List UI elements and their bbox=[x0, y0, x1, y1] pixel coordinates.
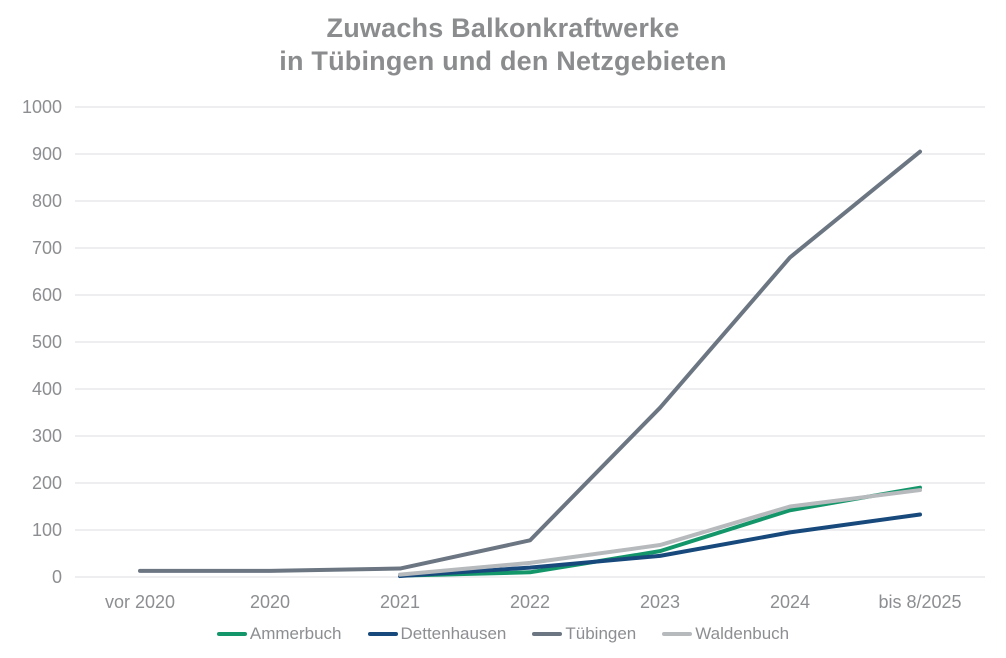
x-axis-tick-label: 2021 bbox=[380, 592, 420, 612]
x-axis-tick-label: bis 8/2025 bbox=[878, 592, 961, 612]
y-axis-tick-label: 0 bbox=[52, 567, 62, 587]
y-axis-tick-label: 800 bbox=[32, 191, 62, 211]
series-line-dettenhausen bbox=[398, 512, 922, 579]
x-axis-tick-label: 2022 bbox=[510, 592, 550, 612]
legend-item-waldenbuch: Waldenbuch bbox=[662, 624, 789, 644]
y-axis-tick-label: 400 bbox=[32, 379, 62, 399]
y-axis-tick-label: 500 bbox=[32, 332, 62, 352]
legend-item-dettenhausen: Dettenhausen bbox=[367, 624, 507, 644]
y-axis-tick-label: 900 bbox=[32, 144, 62, 164]
x-axis-tick-label: 2020 bbox=[250, 592, 290, 612]
chart-title-line1: Zuwachs Balkonkraftwerke bbox=[326, 13, 680, 43]
legend-swatch-icon bbox=[662, 632, 693, 636]
legend-swatch-icon bbox=[532, 632, 563, 636]
x-axis-tick-label: 2024 bbox=[770, 592, 810, 612]
legend-item-ammerbuch: Ammerbuch bbox=[216, 624, 342, 644]
x-axis-tick-label: 2023 bbox=[640, 592, 680, 612]
legend-label: Waldenbuch bbox=[695, 624, 790, 643]
legend-item-tübingen: Tübingen bbox=[532, 624, 636, 644]
legend-label: Ammerbuch bbox=[249, 624, 342, 643]
series-line-waldenbuch bbox=[398, 488, 922, 577]
x-axis-tick-label: vor 2020 bbox=[105, 592, 175, 612]
y-axis-tick-label: 600 bbox=[32, 285, 62, 305]
y-axis-tick-label: 200 bbox=[32, 473, 62, 493]
chart-title-line2: in Tübingen und den Netzgebieten bbox=[279, 46, 727, 76]
y-axis-tick-label: 700 bbox=[32, 238, 62, 258]
y-axis-tick-label: 300 bbox=[32, 426, 62, 446]
y-axis-tick-label: 100 bbox=[32, 520, 62, 540]
chart-legend: Ammerbuch Dettenhausen Tübingen Waldenbuch bbox=[0, 624, 1006, 644]
series-line-tübingen bbox=[138, 149, 922, 573]
legend-swatch-icon bbox=[367, 632, 398, 636]
y-axis-tick-label: 1000 bbox=[22, 97, 62, 117]
chart-title: Zuwachs Balkonkraftwerke in Tübingen und… bbox=[0, 12, 1006, 78]
legend-label: Tübingen bbox=[565, 624, 637, 643]
legend-swatch-icon bbox=[216, 632, 247, 636]
legend-label: Dettenhausen bbox=[400, 624, 507, 643]
